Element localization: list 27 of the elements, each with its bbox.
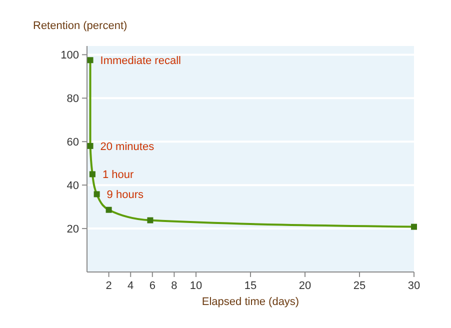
point	[87, 57, 94, 64]
y-tick-label: 40	[66, 180, 79, 192]
y-tick-label: 80	[66, 93, 79, 106]
point	[89, 171, 96, 178]
annotation: Immediate recall	[100, 54, 181, 67]
point	[411, 224, 417, 230]
point	[147, 217, 154, 224]
point	[87, 142, 94, 149]
x-tick-label: 4	[128, 280, 134, 292]
annotation: 1 hour	[102, 169, 134, 182]
y-tick-label: 60	[66, 136, 79, 148]
point	[94, 191, 100, 198]
y-axis-title: Retention (percent)	[33, 20, 128, 32]
y-tick-label: 20	[66, 223, 79, 236]
x-tick-label: 20	[298, 280, 312, 292]
x-tick-label: 8	[171, 280, 178, 292]
annotation: 20 minutes	[100, 140, 155, 153]
x-tick-label: 6	[149, 280, 156, 292]
x-tick-label: 25	[353, 280, 366, 292]
point	[106, 206, 112, 213]
y-tick-label: 100	[60, 50, 79, 62]
x-tick-label: 10	[190, 280, 202, 292]
annotation: 9 hours	[106, 189, 144, 202]
x-tick-label: 30	[408, 280, 420, 292]
x-axis-title: Elapsed time (days)	[202, 296, 300, 308]
x-tick-label: 2	[106, 280, 112, 292]
x-tick-label: 15	[244, 280, 257, 292]
